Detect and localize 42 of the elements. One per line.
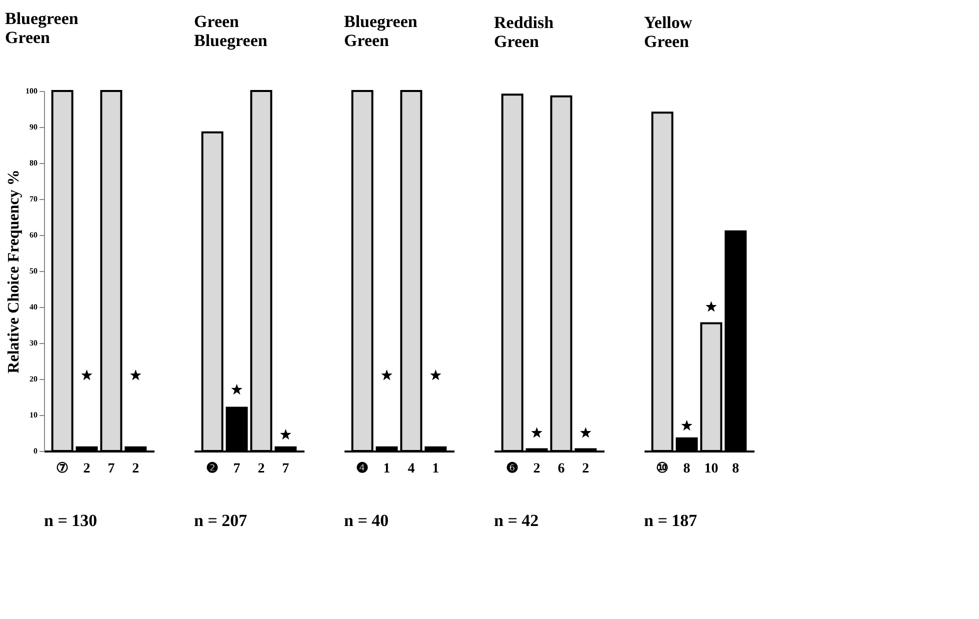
x-tick-label: ❷ (206, 462, 219, 476)
y-tick-label: 20 (30, 374, 38, 384)
text: n = 40 (344, 511, 389, 530)
y-tick-label: 90 (30, 122, 38, 132)
x-tick-label: 2 (533, 462, 540, 476)
y-tick-label: 40 (30, 302, 38, 312)
x-tick-label: 8 (732, 462, 740, 476)
y-axis-title: Relative Choice Frequency % (6, 170, 22, 374)
chart-title: Green Bluegreen (194, 12, 268, 50)
x-tick-label: ⑩ (656, 462, 669, 476)
y-tick-label: 100 (26, 86, 38, 96)
x-tick-label: 6 (558, 462, 565, 476)
x-tick-label: 8 (683, 462, 690, 476)
y-tick-label: 60 (30, 230, 38, 240)
chart-title: Bluegreen Green (5, 9, 79, 47)
y-tick-label: 10 (30, 410, 38, 420)
x-tick-label: 2 (582, 462, 590, 476)
x-tick-label: 4 (408, 462, 415, 476)
x-tick-label: ❻ (506, 462, 519, 476)
chart-title: Yellow Green (644, 13, 693, 51)
chart-title: Reddish Green (494, 13, 554, 51)
y-tick-label: 50 (30, 266, 38, 276)
x-tick-label: 2 (83, 462, 90, 476)
x-tick-label: 1 (432, 462, 440, 476)
text: n = 207 (194, 511, 248, 530)
y-tick-label: 80 (30, 158, 38, 168)
x-tick-label: 7 (108, 462, 115, 476)
x-tick-label: 7 (233, 462, 240, 476)
x-tick-label: 7 (282, 462, 290, 476)
x-tick-label: 2 (258, 462, 265, 476)
chart-title: Bluegreen Green (344, 12, 418, 50)
text: n = 42 (494, 511, 539, 530)
x-tick-label: ⑦ (56, 462, 69, 476)
x-tick-label: 1 (383, 462, 390, 476)
y-tick-label: 30 (30, 338, 38, 348)
text: n = 187 (644, 511, 698, 530)
x-tick-label: 10 (704, 462, 718, 476)
x-tick-label: 2 (132, 462, 140, 476)
text: n = 130 (44, 511, 98, 530)
y-tick-label: 0 (34, 446, 38, 456)
y-tick-label: 70 (30, 194, 38, 204)
x-tick-label: ❹ (356, 462, 369, 476)
